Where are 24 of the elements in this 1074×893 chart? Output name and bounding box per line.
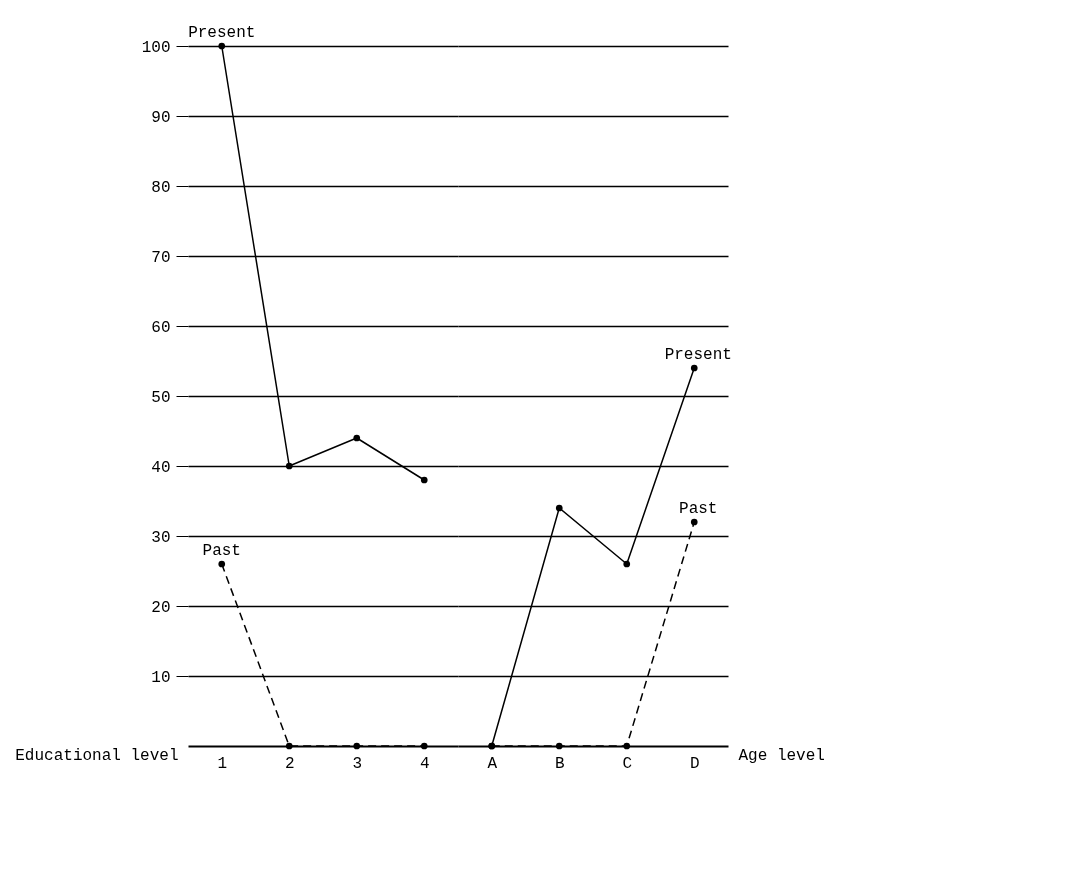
series-label: Present	[188, 24, 256, 42]
y-tick-label: 100	[141, 38, 171, 57]
y-tick-label: 80	[151, 178, 171, 197]
x-tick-label: 4	[419, 754, 430, 773]
y-tick-label: 30	[151, 528, 171, 547]
y-tick-label: 50	[151, 388, 171, 407]
y-tick-label: 90	[151, 108, 171, 127]
x-tick-label: B	[554, 754, 565, 773]
x-axis-title: Age level	[738, 746, 825, 765]
x-tick-label: A	[487, 754, 498, 773]
x-tick-label: 2	[284, 754, 295, 773]
series-label: Present	[664, 346, 732, 364]
x-tick-label: 3	[352, 754, 363, 773]
x-tick-label: C	[622, 754, 633, 773]
series-label: Past	[202, 542, 241, 560]
y-tick-label: 10	[151, 668, 171, 687]
y-tick-label: 40	[151, 458, 171, 477]
x-tick-label: D	[689, 754, 700, 773]
y-tick-label: 60	[151, 318, 171, 337]
series-label: Past	[679, 500, 718, 518]
x-tick-label: 1	[217, 754, 228, 773]
y-tick-label: 70	[151, 248, 171, 267]
y-tick-label: 20	[151, 598, 171, 617]
x-axis-title: Educational level	[15, 746, 179, 765]
